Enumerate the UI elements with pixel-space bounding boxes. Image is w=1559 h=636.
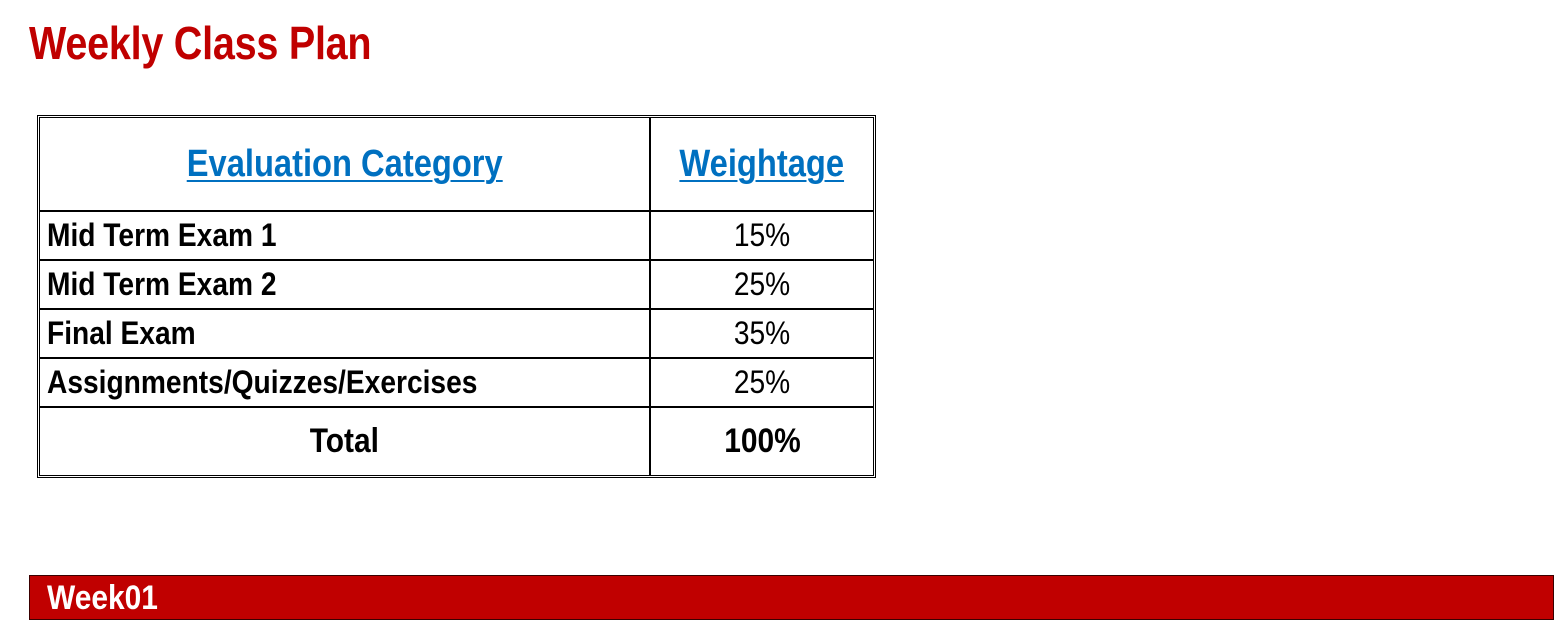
- header-weightage: Weightage: [650, 117, 874, 211]
- category-cell: Mid Term Exam 2: [39, 260, 650, 309]
- category-cell: Final Exam: [39, 309, 650, 358]
- category-label: Mid Term Exam 1: [47, 217, 277, 253]
- header-evaluation-category-label: Evaluation Category: [186, 142, 503, 185]
- weightage-value: 25%: [733, 364, 791, 400]
- total-label: Total: [309, 422, 380, 460]
- table-row: Mid Term Exam 2 25%: [39, 260, 874, 309]
- weightage-cell: 25%: [650, 260, 874, 309]
- total-value-cell: 100%: [650, 407, 874, 476]
- table-row: Mid Term Exam 1 15%: [39, 211, 874, 260]
- weightage-cell: 25%: [650, 358, 874, 407]
- week-label: Week01: [47, 579, 158, 617]
- table-row: Final Exam 35%: [39, 309, 874, 358]
- table-header-row: Evaluation Category Weightage: [39, 117, 874, 211]
- week-section-header: Week01: [29, 575, 1554, 620]
- weightage-value: 35%: [733, 315, 791, 351]
- weightage-value: 25%: [733, 266, 791, 302]
- page-title: Weekly Class Plan: [29, 17, 372, 69]
- header-weightage-label: Weightage: [679, 142, 845, 185]
- weightage-cell: 35%: [650, 309, 874, 358]
- category-label: Final Exam: [47, 315, 196, 351]
- table-row: Assignments/Quizzes/Exercises 25%: [39, 358, 874, 407]
- total-label-cell: Total: [39, 407, 650, 476]
- evaluation-table: Evaluation Category Weightage Mid Term E…: [37, 115, 876, 478]
- total-row: Total 100%: [39, 407, 874, 476]
- category-label: Mid Term Exam 2: [47, 266, 277, 302]
- category-cell: Assignments/Quizzes/Exercises: [39, 358, 650, 407]
- category-cell: Mid Term Exam 1: [39, 211, 650, 260]
- weightage-value: 15%: [733, 217, 791, 253]
- total-value: 100%: [723, 422, 801, 460]
- category-label: Assignments/Quizzes/Exercises: [47, 364, 478, 400]
- header-evaluation-category: Evaluation Category: [39, 117, 650, 211]
- weightage-cell: 15%: [650, 211, 874, 260]
